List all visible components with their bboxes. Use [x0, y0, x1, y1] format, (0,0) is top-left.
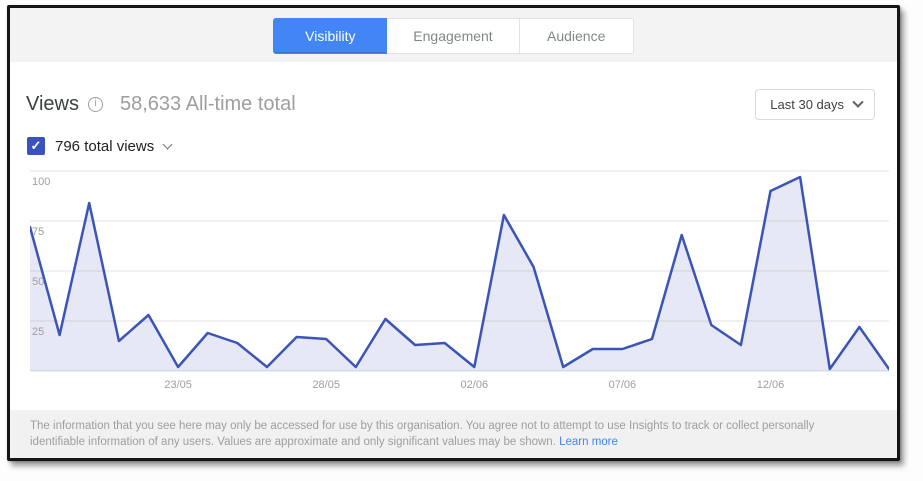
series-checkbox[interactable]: ✓	[27, 137, 45, 155]
header-row: Views i 58,633 All-time total Last 30 da…	[26, 89, 881, 120]
svg-text:07/06: 07/06	[609, 379, 637, 391]
svg-text:100: 100	[32, 176, 50, 188]
svg-text:12/06: 12/06	[757, 379, 785, 391]
tab-visibility[interactable]: Visibility	[273, 18, 388, 54]
date-range-label: Last 30 days	[770, 97, 844, 112]
chevron-down-icon[interactable]	[162, 139, 173, 150]
tab-group: Visibility Engagement Audience	[273, 18, 634, 54]
disclaimer-body: The information that you see here may on…	[30, 420, 815, 448]
svg-text:75: 75	[32, 226, 44, 238]
svg-text:23/05: 23/05	[164, 379, 192, 391]
svg-text:25: 25	[32, 326, 44, 338]
svg-text:50: 50	[32, 276, 44, 288]
views-area-chart: 25 50 75 100 23/05 28/05 02/06 07/06 12/06	[28, 168, 891, 401]
disclaimer-text: The information that you see here may on…	[30, 418, 867, 450]
disclaimer-footer: The information that you see here may on…	[10, 410, 897, 458]
series-total-label: 796 total views	[55, 137, 155, 155]
all-time-total: 58,633 All-time total	[120, 93, 296, 115]
tab-strip: Visibility Engagement Audience	[10, 8, 897, 62]
chevron-down-icon	[852, 96, 864, 108]
main-panel: Views i 58,633 All-time total Last 30 da…	[10, 62, 897, 410]
page-title: Views	[26, 93, 79, 115]
date-range-dropdown[interactable]: Last 30 days	[755, 89, 875, 120]
svg-text:28/05: 28/05	[312, 379, 340, 391]
learn-more-link[interactable]: Learn more	[559, 436, 618, 448]
legend-row: ✓ 796 total views	[27, 137, 881, 155]
insights-window: Visibility Engagement Audience Views i 5…	[7, 5, 900, 461]
svg-text:02/06: 02/06	[461, 379, 489, 391]
tab-engagement[interactable]: Engagement	[387, 18, 520, 54]
chart-svg: 25 50 75 100 23/05 28/05 02/06 07/06 12/06	[28, 170, 891, 391]
views-series-line	[28, 175, 891, 371]
tab-audience[interactable]: Audience	[519, 18, 634, 54]
info-icon[interactable]: i	[88, 97, 103, 112]
